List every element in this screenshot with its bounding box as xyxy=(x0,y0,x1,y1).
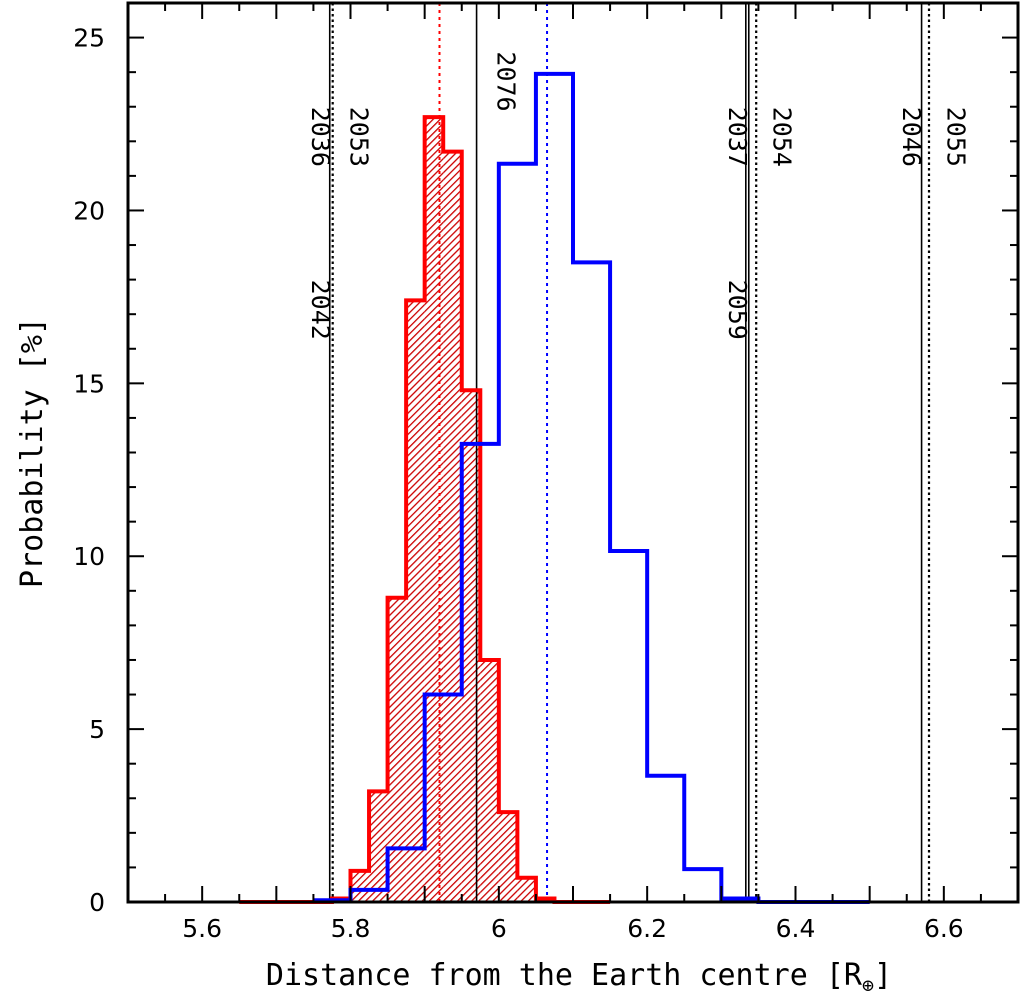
year-annotation-2053: 2053 xyxy=(345,107,374,167)
y-tick-label: 10 xyxy=(73,542,105,571)
y-tick-label: 25 xyxy=(73,24,105,53)
year-annotation-2055: 2055 xyxy=(942,107,971,167)
series-0-bin-4 xyxy=(387,597,407,902)
year-annotation-2036: 2036 xyxy=(306,107,335,167)
x-tick-label: 6 xyxy=(491,914,507,943)
y-tick-label: 15 xyxy=(73,369,105,398)
x-tick-label: 6.4 xyxy=(776,914,816,943)
hatched-fill-layer xyxy=(331,117,555,903)
series-0-bin-2 xyxy=(350,870,370,902)
x-tick-label: 5.8 xyxy=(331,914,371,943)
y-axis-title: Probability [%] xyxy=(15,317,50,588)
year-annotation-2059: 2059 xyxy=(723,280,752,340)
y-tick-label: 20 xyxy=(73,196,105,225)
year-annotation-2054: 2054 xyxy=(767,107,796,167)
series-0-bin-10 xyxy=(498,812,518,902)
y-tick-label: 0 xyxy=(89,888,105,917)
reference-lines-layer xyxy=(328,3,931,902)
series-0-bin-11 xyxy=(517,877,536,902)
y-tick-label: 5 xyxy=(89,715,105,744)
histogram-series-layer xyxy=(239,71,870,904)
year-annotation-2046: 2046 xyxy=(897,107,926,167)
series-0-bin-8 xyxy=(461,390,481,902)
year-annotation-2037: 2037 xyxy=(723,107,752,167)
series-0-bin-7 xyxy=(443,151,462,902)
x-axis-title: Distance from the Earth centre [R⊕] xyxy=(266,958,892,997)
year-annotation-2076: 2076 xyxy=(491,51,520,111)
series-0-bin-9 xyxy=(480,659,499,902)
x-tick-label: 5.6 xyxy=(182,914,222,943)
text-layer: 5.6 5.8 6 6.2 6.4 6.6 0 5 10 15 20 25 Distance from … xyxy=(15,24,971,997)
x-tick-label: 6.6 xyxy=(924,914,964,943)
series-0-outline xyxy=(239,115,611,904)
year-annotation-2042: 2042 xyxy=(306,280,335,340)
x-tick-label: 6.2 xyxy=(627,914,667,943)
series-0-bin-5 xyxy=(406,300,425,902)
tick-layer xyxy=(127,2,1019,903)
series-0-bin-3 xyxy=(369,791,388,902)
series-1-outline xyxy=(313,71,870,904)
